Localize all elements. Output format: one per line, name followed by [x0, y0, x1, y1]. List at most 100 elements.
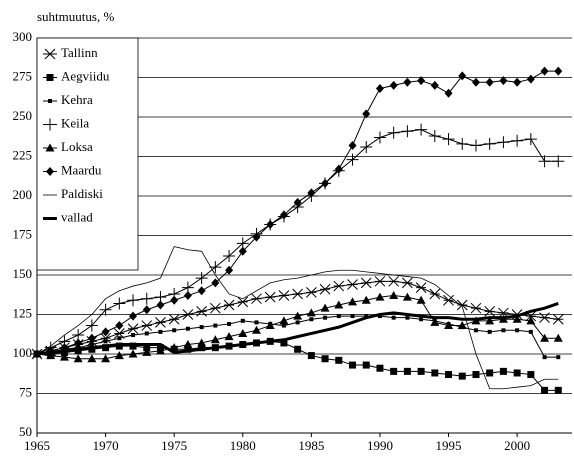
legend-box: [36, 37, 139, 271]
point-marker: [209, 261, 222, 274]
point-marker: [349, 361, 357, 369]
point-marker: [552, 155, 565, 168]
point-marker: [403, 77, 412, 87]
point-marker: [401, 125, 414, 138]
point-marker: [103, 339, 108, 344]
point-marker: [350, 314, 355, 319]
point-marker: [457, 321, 467, 330]
point-marker: [348, 297, 358, 306]
point-marker: [473, 328, 478, 333]
legend-label: Paldiski: [61, 186, 103, 201]
point-marker: [211, 278, 220, 288]
point-marker: [335, 356, 343, 364]
legend-label: Maardu: [61, 162, 102, 177]
point-marker: [360, 141, 373, 154]
point-marker: [293, 311, 303, 320]
point-marker: [376, 364, 384, 372]
x-tick-label: 1975: [161, 438, 187, 453]
point-marker: [278, 290, 290, 301]
point-marker: [279, 316, 289, 325]
point-marker: [513, 77, 522, 87]
point-marker: [254, 320, 259, 325]
legend-label: Tallinn: [61, 45, 98, 60]
point-marker: [456, 137, 469, 150]
point-marker: [391, 315, 396, 320]
point-marker: [223, 299, 235, 311]
point-marker: [60, 348, 68, 356]
x-tick-label: 1965: [24, 438, 50, 453]
point-marker: [483, 137, 496, 150]
point-marker: [470, 302, 482, 314]
point-marker: [144, 331, 149, 336]
y-tick-label: 125: [13, 305, 33, 320]
point-marker: [419, 317, 424, 322]
point-marker: [129, 311, 138, 321]
point-marker: [458, 372, 466, 380]
point-marker: [526, 74, 535, 84]
point-marker: [127, 323, 139, 335]
point-marker: [209, 302, 221, 314]
legend-label: Kehra: [61, 92, 93, 107]
point-marker: [140, 292, 153, 305]
point-marker: [101, 327, 110, 337]
point-marker: [456, 299, 468, 311]
point-marker: [334, 164, 343, 174]
point-marker: [333, 280, 345, 292]
point-marker: [156, 300, 165, 310]
point-marker: [348, 140, 357, 150]
point-marker: [306, 287, 317, 298]
point-marker: [469, 139, 482, 152]
point-marker: [281, 323, 286, 328]
point-marker: [155, 346, 165, 355]
point-marker: [89, 342, 94, 347]
point-marker: [279, 210, 288, 220]
legend-marker: [46, 74, 54, 81]
y-axis-label: suhtmuutus, %: [37, 9, 114, 24]
point-marker: [431, 369, 439, 377]
point-marker: [552, 313, 564, 325]
point-marker: [320, 303, 330, 312]
point-marker: [113, 328, 125, 339]
point-marker: [182, 309, 194, 320]
point-marker: [197, 338, 207, 347]
point-marker: [442, 133, 455, 146]
point-marker: [251, 325, 261, 334]
point-marker: [364, 314, 369, 319]
point-marker: [199, 325, 204, 330]
point-marker: [415, 123, 428, 136]
point-marker: [223, 250, 236, 263]
point-marker: [402, 277, 413, 289]
point-marker: [169, 343, 179, 352]
point-marker: [309, 317, 314, 322]
point-marker: [361, 295, 371, 304]
y-tick-label: 275: [13, 68, 33, 83]
point-marker: [515, 328, 520, 333]
y-tick-label: 50: [19, 424, 32, 439]
point-marker: [501, 328, 506, 333]
point-marker: [292, 288, 303, 300]
point-marker: [428, 129, 441, 142]
point-marker: [252, 232, 261, 242]
point-marker: [402, 292, 412, 301]
x-tick-label: 1990: [367, 438, 393, 453]
point-marker: [373, 131, 386, 144]
point-marker: [430, 317, 440, 326]
point-marker: [224, 332, 234, 341]
point-marker: [143, 344, 151, 352]
point-marker: [307, 352, 315, 360]
point-marker: [377, 314, 382, 319]
point-marker: [485, 77, 494, 87]
point-marker: [486, 369, 494, 377]
point-marker: [306, 308, 316, 317]
point-marker: [540, 66, 549, 76]
point-marker: [538, 155, 551, 168]
point-marker: [472, 371, 480, 379]
point-marker: [240, 318, 245, 323]
point-marker: [336, 314, 341, 319]
point-marker: [443, 294, 454, 306]
point-marker: [251, 293, 262, 305]
point-marker: [185, 326, 190, 331]
point-marker: [307, 188, 316, 198]
point-marker: [553, 333, 563, 342]
point-marker: [388, 275, 400, 287]
